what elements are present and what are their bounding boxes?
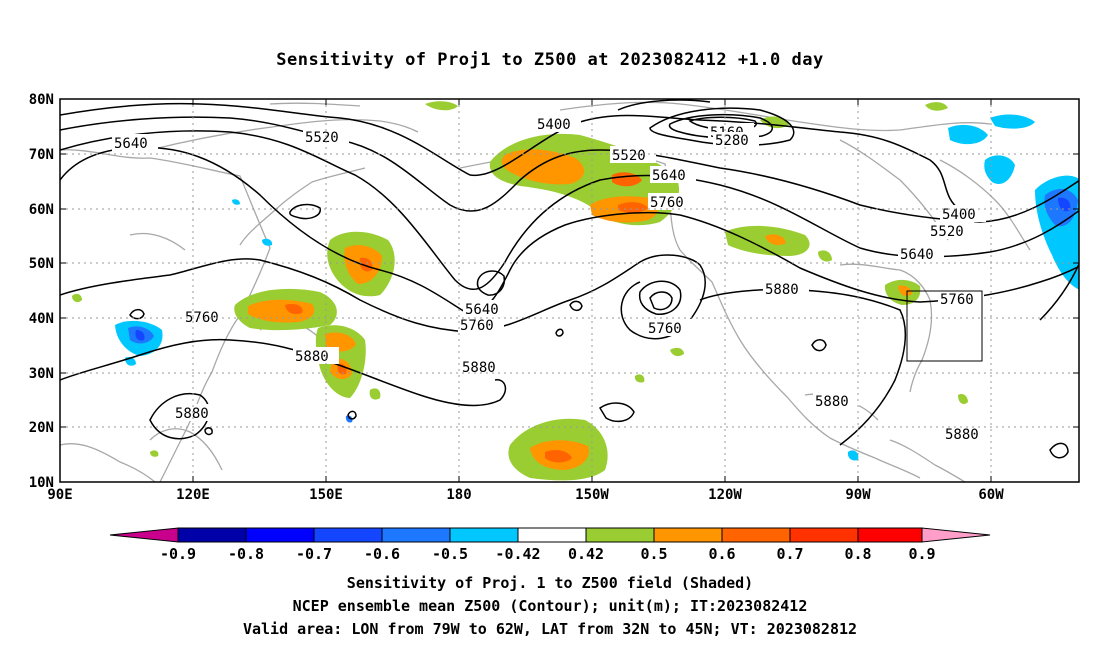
colorbar-tick-label: 0.42 — [568, 545, 604, 563]
caption-line-1: Sensitivity of Proj. 1 to Z500 field (Sh… — [346, 574, 754, 592]
colorbar-tick-label: 0.5 — [640, 545, 667, 563]
colorbar-tick-label: -0.9 — [160, 545, 196, 563]
lat-label: 70N — [29, 147, 54, 163]
contour-label: 5880 — [945, 427, 979, 443]
lat-label: 80N — [29, 92, 54, 108]
lat-label: 30N — [29, 366, 54, 382]
contour-label: 5880 — [175, 406, 209, 422]
axis-ticks — [60, 98, 1079, 483]
colorbar-tick-label: -0.6 — [364, 545, 400, 563]
colorbar-segment — [517, 527, 587, 543]
contour-label: 5760 — [648, 321, 682, 337]
colorbar-segment — [653, 527, 723, 543]
contour-label: 5640 — [465, 302, 499, 318]
colorbar-segment — [245, 527, 315, 543]
contour-label: 5760 — [940, 292, 974, 308]
lat-label: 10N — [29, 475, 54, 491]
contour-label: 5760 — [650, 195, 684, 211]
caption-line-3: Valid area: LON from 79W to 62W, LAT fro… — [242, 620, 858, 638]
contour-label: 5400 — [537, 117, 571, 133]
contour-label: 5760 — [185, 310, 219, 326]
colorbar-segment — [585, 527, 655, 543]
contour-label: 5640 — [652, 168, 686, 184]
lon-label: 180 — [446, 487, 471, 503]
colorbar-segment — [313, 527, 383, 543]
lon-label: 90W — [845, 487, 871, 503]
colorbar-tick-label: -0.8 — [228, 545, 264, 563]
lat-label: 40N — [29, 311, 54, 327]
caption-line-2: NCEP ensemble mean Z500 (Contour); unit(… — [292, 597, 808, 615]
colorbar-tick-label: -0.5 — [432, 545, 468, 563]
contour-label: 5400 — [942, 207, 976, 223]
contour-label: 5880 — [462, 360, 496, 376]
negative-sensitivity-shading — [115, 114, 1079, 461]
colorbar-segment — [857, 527, 923, 543]
colorbar-segment — [177, 527, 247, 543]
lon-label: 90E — [47, 487, 72, 503]
colorbar-tick-label: 0.9 — [908, 545, 935, 563]
contour-label: 5640 — [114, 136, 148, 152]
contour-label: 5760 — [460, 318, 494, 334]
colorbar-tick-label: 0.6 — [708, 545, 735, 563]
colorbar — [109, 527, 991, 543]
contour-label: 5280 — [715, 133, 749, 149]
plot-frame — [59, 98, 1080, 483]
colorbar-segment — [789, 527, 859, 543]
colorbar-tick-label: 0.8 — [844, 545, 871, 563]
contour-label: 5880 — [295, 349, 329, 365]
lon-label: 120E — [176, 487, 210, 503]
colorbar-segment — [721, 527, 791, 543]
colorbar-segment — [449, 527, 519, 543]
map-title: Sensitivity of Proj1 to Z500 at 20230824… — [276, 50, 824, 70]
lon-label: 150E — [309, 487, 343, 503]
graticule — [60, 99, 1079, 482]
colorbar-tick-label: 0.7 — [776, 545, 803, 563]
colorbar-left-arrow — [109, 527, 179, 543]
contour-label: 5640 — [900, 247, 934, 263]
contour-label: 5880 — [765, 282, 799, 298]
contour-label: 5520 — [612, 148, 646, 164]
lat-label: 50N — [29, 256, 54, 272]
lat-label: 60N — [29, 202, 54, 218]
contour-label: 5520 — [305, 130, 339, 146]
valid-area-box — [906, 290, 983, 362]
lon-label: 120W — [708, 487, 742, 503]
colorbar-tick-label: -0.7 — [296, 545, 332, 563]
colorbar-tick-label: -0.42 — [495, 545, 540, 563]
contour-label: 5880 — [815, 394, 849, 410]
lon-label: 150W — [575, 487, 609, 503]
contour-label: 5520 — [930, 224, 964, 240]
lat-label: 20N — [29, 420, 54, 436]
lon-label: 60W — [978, 487, 1004, 503]
colorbar-right-arrow — [921, 527, 991, 543]
colorbar-segment — [381, 527, 451, 543]
